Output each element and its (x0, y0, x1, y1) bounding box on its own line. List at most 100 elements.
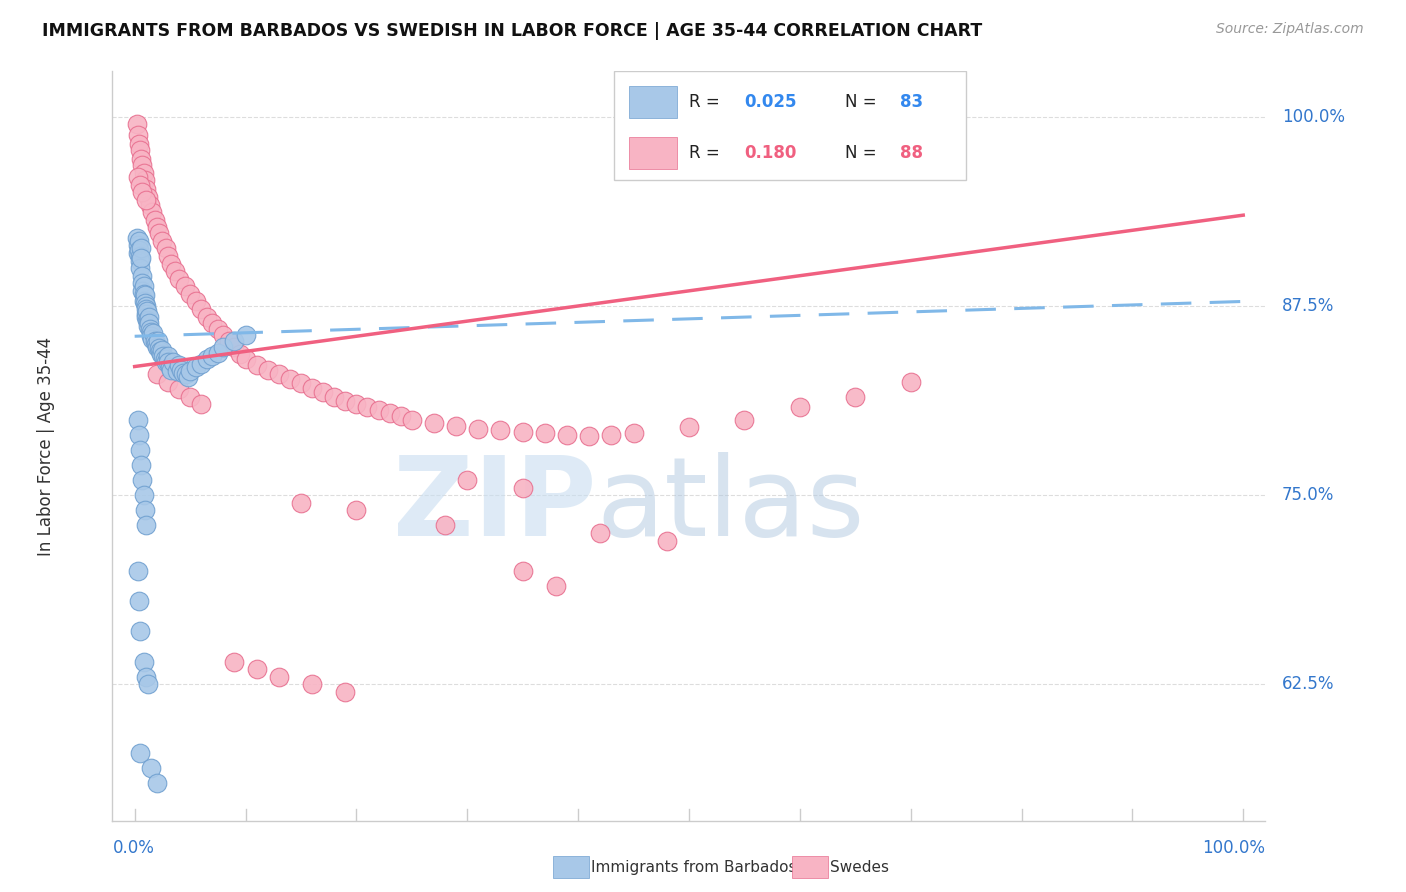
Point (195, 310, 218, 324)
Point (267, 367, 290, 381)
Point (512, 425, 534, 439)
Point (166, 364, 188, 378)
Point (134, 173, 156, 187)
Point (218, 334, 240, 348)
Point (555, 427, 578, 442)
Point (129, 458, 153, 472)
Point (184, 359, 207, 374)
Text: N =: N = (845, 93, 882, 112)
Point (212, 327, 235, 342)
Point (174, 367, 197, 381)
Point (335, 685, 357, 699)
Point (132, 294, 155, 309)
Point (235, 351, 257, 366)
Point (512, 564, 534, 578)
Point (155, 355, 177, 369)
Text: Immigrants from Barbados: Immigrants from Barbados (591, 860, 796, 874)
Point (245, 662, 267, 676)
Point (900, 375, 922, 389)
Point (135, 182, 157, 196)
Point (143, 212, 166, 227)
Point (129, 249, 152, 263)
Point (389, 409, 412, 424)
Point (128, 243, 150, 257)
Point (152, 349, 174, 363)
Point (150, 347, 173, 361)
Point (129, 178, 152, 192)
Point (127, 412, 149, 426)
Text: 62.5%: 62.5% (1282, 675, 1334, 693)
Point (131, 158, 153, 172)
Point (190, 357, 212, 371)
Text: IMMIGRANTS FROM BARBADOS VS SWEDISH IN LABOR FORCE | AGE 35-44 CORRELATION CHART: IMMIGRANTS FROM BARBADOS VS SWEDISH IN L… (42, 22, 983, 40)
Point (207, 346, 229, 360)
Point (134, 288, 156, 302)
Point (129, 624, 152, 639)
Point (162, 355, 184, 369)
Point (127, 170, 149, 185)
Point (128, 234, 150, 248)
Point (132, 286, 155, 301)
Point (467, 421, 489, 435)
Point (135, 299, 157, 313)
Point (156, 249, 179, 263)
Point (201, 349, 224, 363)
Point (134, 296, 156, 310)
Point (138, 316, 160, 330)
Point (149, 344, 172, 359)
Text: N =: N = (845, 144, 882, 162)
Point (128, 594, 150, 608)
Point (160, 257, 183, 271)
Text: 100.0%: 100.0% (1202, 838, 1265, 857)
Point (655, 533, 678, 548)
Point (131, 268, 153, 283)
Point (150, 343, 173, 357)
Text: 0.180: 0.180 (744, 144, 797, 162)
Point (129, 152, 153, 166)
Point (235, 327, 257, 342)
Text: 88: 88 (900, 144, 922, 162)
Text: R =: R = (689, 93, 725, 112)
Point (179, 390, 201, 404)
Point (160, 362, 183, 376)
FancyBboxPatch shape (628, 137, 678, 169)
Point (136, 314, 159, 328)
Point (138, 310, 160, 324)
Point (623, 426, 645, 441)
Point (678, 420, 700, 434)
Text: R =: R = (689, 144, 725, 162)
Point (434, 518, 457, 533)
Point (129, 242, 153, 256)
Point (789, 401, 811, 415)
Point (207, 321, 229, 335)
Point (229, 347, 252, 361)
Point (544, 579, 567, 593)
Point (456, 473, 478, 487)
Point (167, 358, 190, 372)
Point (844, 390, 866, 404)
Point (141, 329, 163, 343)
Point (132, 655, 155, 669)
Text: 75.0%: 75.0% (1282, 486, 1334, 504)
Point (141, 761, 163, 775)
Point (132, 166, 155, 180)
Point (141, 205, 163, 219)
Point (141, 325, 163, 339)
Point (170, 362, 193, 376)
Point (155, 242, 177, 256)
Point (290, 376, 312, 391)
Text: 100.0%: 100.0% (1282, 108, 1346, 126)
Text: 0.0%: 0.0% (112, 838, 155, 857)
Point (127, 564, 149, 578)
Point (290, 496, 312, 510)
Point (131, 284, 153, 298)
Point (423, 416, 446, 430)
Point (128, 136, 150, 151)
Point (125, 231, 148, 245)
Point (156, 349, 179, 363)
Point (401, 412, 423, 426)
Text: Swedes: Swedes (830, 860, 889, 874)
Point (173, 279, 195, 293)
FancyBboxPatch shape (614, 71, 966, 180)
Point (150, 234, 173, 248)
